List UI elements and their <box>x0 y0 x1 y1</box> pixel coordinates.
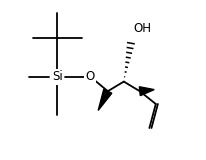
Polygon shape <box>139 87 154 96</box>
Text: Si: Si <box>52 70 63 83</box>
Polygon shape <box>98 89 112 110</box>
Text: O: O <box>85 70 95 83</box>
Text: OH: OH <box>133 22 151 35</box>
